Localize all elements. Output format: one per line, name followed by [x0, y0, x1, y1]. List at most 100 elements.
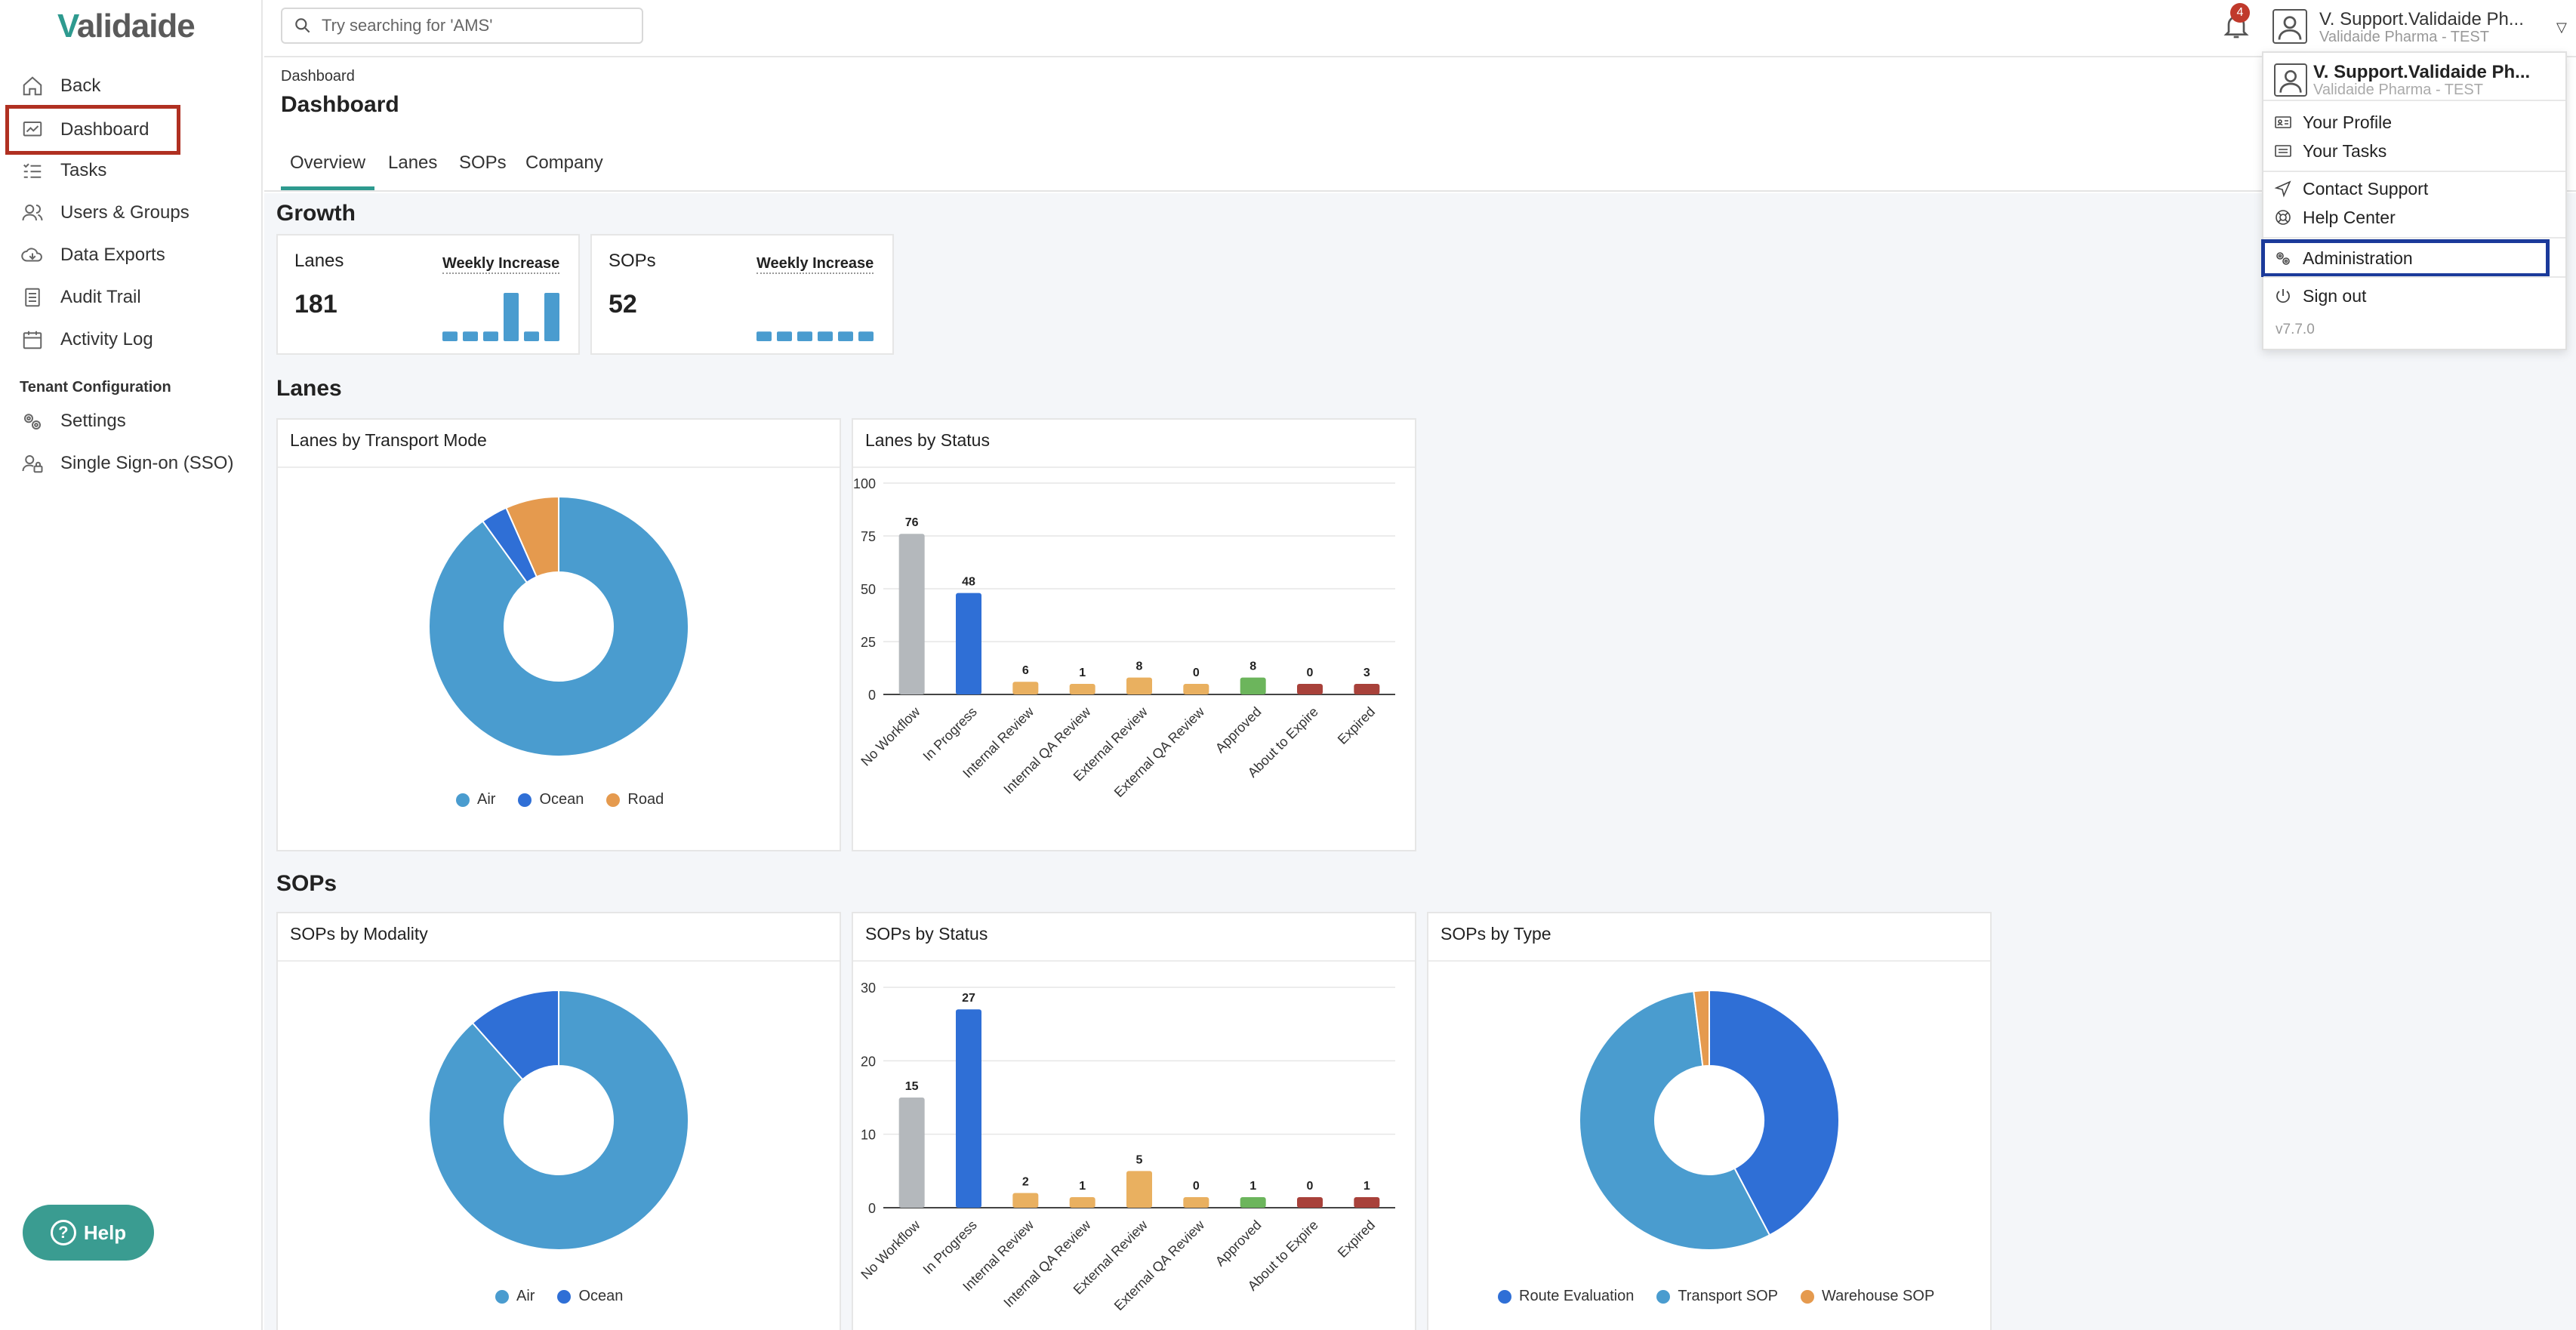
slice-route-evaluation[interactable]	[1709, 989, 1840, 1236]
gears-icon	[24, 414, 41, 429]
menu-item-administration[interactable]: Administration	[2261, 239, 2550, 277]
legend-dot	[1498, 1289, 1511, 1304]
bar-expired[interactable]	[1354, 1197, 1380, 1208]
sidebar-item-back[interactable]: Back	[9, 65, 248, 107]
bar-about-to-expire[interactable]	[1297, 1197, 1323, 1208]
user-name: V. Support.Validaide Ph...	[2319, 9, 2524, 29]
data-label: 6	[1022, 664, 1029, 677]
chart-legend: Air Ocean	[495, 1288, 623, 1305]
slice-air[interactable]	[428, 989, 689, 1251]
tab-company[interactable]: Company	[525, 152, 603, 173]
legend-dot	[495, 1289, 509, 1304]
menu-item-your-tasks[interactable]: Your Tasks	[2274, 136, 2555, 166]
sidebar-item-label: Activity Log	[60, 329, 153, 349]
menu-item-contact-support[interactable]: Contact Support	[2274, 174, 2555, 204]
sidebar-item-dashboard[interactable]: Dashboard	[5, 105, 180, 155]
tab-sops[interactable]: SOPs	[459, 152, 507, 173]
slice-warehouse-sop[interactable]	[1693, 989, 1710, 1067]
help-button[interactable]: ? Help	[23, 1205, 154, 1261]
bar-approved[interactable]	[1240, 1197, 1266, 1208]
y-tick-label: 20	[861, 1054, 876, 1069]
divider	[2263, 276, 2565, 278]
stat-label: Lanes	[294, 251, 344, 271]
sidebar-item-data-exports[interactable]: Data Exports	[9, 234, 248, 276]
growth-card-lanes: Lanes 181 Weekly Increase	[276, 234, 580, 355]
tab-lanes[interactable]: Lanes	[388, 152, 438, 173]
data-label: 8	[1136, 660, 1143, 673]
main-content: Growth Lanes 181 Weekly Increase SOPs 52…	[264, 193, 2576, 1330]
x-tick-label: No Workflow	[858, 1217, 923, 1282]
legend-item[interactable]: Transport SOP	[1656, 1288, 1778, 1305]
bar-no-workflow[interactable]	[898, 1098, 925, 1208]
tab-overview[interactable]: Overview	[281, 152, 375, 190]
weekly-bar	[756, 331, 772, 341]
slice-transport-sop[interactable]	[1579, 990, 1771, 1251]
sidebar-item-settings[interactable]: Settings	[9, 400, 248, 442]
menu-item-your-profile[interactable]: Your Profile	[2274, 107, 2555, 137]
tenant-config-heading: Tenant Configuration	[20, 379, 171, 396]
sidebar-item-label: Audit Trail	[60, 287, 141, 307]
send-icon	[2274, 180, 2291, 198]
weekly-bar	[544, 293, 559, 341]
bar-external-qa-review[interactable]	[1183, 1197, 1209, 1208]
sidebar-item-activity-log[interactable]: Activity Log	[9, 319, 248, 361]
growth-section-title: Growth	[276, 201, 356, 226]
legend-item[interactable]: Road	[606, 791, 664, 808]
user-menu-toggle[interactable]: V. Support.Validaide Ph... Validaide Pha…	[2272, 6, 2574, 51]
legend-item[interactable]: Ocean	[518, 791, 584, 808]
slice-road[interactable]	[505, 495, 559, 578]
menu-item-label: Sign out	[2303, 285, 2367, 306]
top-bar: 4 V. Support.Validaide Ph... Validaide P…	[264, 0, 2576, 57]
legend-dot	[456, 793, 470, 807]
bar-external-review[interactable]	[1126, 677, 1152, 694]
legend-item[interactable]: Route Evaluation	[1498, 1288, 1634, 1305]
legend-dot	[1800, 1289, 1814, 1304]
bar-in-progress[interactable]	[956, 593, 981, 694]
legend-item[interactable]: Air	[456, 791, 495, 808]
bar-internal-qa-review[interactable]	[1069, 684, 1095, 694]
bar-internal-review[interactable]	[1012, 1193, 1039, 1208]
x-tick-label: Approved	[1213, 1218, 1265, 1270]
slice-air[interactable]	[428, 495, 689, 757]
sidebar-item-sso[interactable]: Single Sign-on (SSO)	[9, 442, 248, 485]
weekly-increase-label[interactable]: Weekly Increase	[442, 255, 560, 274]
logo-mark: V	[57, 8, 78, 45]
y-tick-label: 30	[861, 981, 876, 996]
search-box[interactable]	[281, 8, 643, 44]
weekly-increase-label[interactable]: Weekly Increase	[756, 255, 874, 274]
sidebar-item-audit-trail[interactable]: Audit Trail	[9, 276, 248, 319]
tasks-card-icon	[2275, 145, 2291, 157]
bar-internal-review[interactable]	[1012, 682, 1039, 694]
menu-item-label: Contact Support	[2303, 178, 2429, 199]
bar-no-workflow[interactable]	[898, 534, 925, 694]
legend-dot	[606, 793, 621, 807]
slice-ocean[interactable]	[471, 989, 559, 1081]
sidebar-item-tasks[interactable]: Tasks	[9, 149, 248, 192]
user-org: Validaide Pharma - TEST	[2319, 29, 2489, 45]
legend-item[interactable]: Ocean	[557, 1288, 623, 1305]
weekly-bar	[442, 331, 458, 341]
chart-card-lanes-by-status: Lanes by Status 0 25 50 75 100 76 No Workflow 4…	[852, 418, 1416, 851]
search-input[interactable]	[322, 16, 624, 35]
bar-external-qa-review[interactable]	[1183, 684, 1209, 694]
users-icon	[22, 205, 43, 221]
home-icon	[23, 76, 42, 96]
bar-external-review[interactable]	[1126, 1171, 1152, 1208]
power-icon	[2276, 289, 2290, 303]
bar-in-progress[interactable]	[956, 1009, 981, 1208]
growth-card-sops: SOPs 52 Weekly Increase	[590, 234, 894, 355]
legend-item[interactable]: Warehouse SOP	[1800, 1288, 1934, 1305]
divider	[853, 466, 1415, 468]
sidebar-item-users-groups[interactable]: Users & Groups	[9, 192, 248, 234]
menu-item-sign-out[interactable]: Sign out	[2274, 281, 2555, 311]
menu-item-label: Your Tasks	[2303, 140, 2387, 161]
breadcrumb[interactable]: Dashboard	[281, 68, 355, 85]
legend-item[interactable]: Air	[495, 1288, 535, 1305]
bar-about-to-expire[interactable]	[1297, 684, 1323, 694]
bar-expired[interactable]	[1354, 684, 1380, 694]
menu-item-help-center[interactable]: Help Center	[2274, 202, 2555, 232]
bar-internal-qa-review[interactable]	[1069, 1197, 1095, 1208]
bar-approved[interactable]	[1240, 677, 1266, 694]
validaide-logo[interactable]: Validaide	[57, 8, 196, 45]
